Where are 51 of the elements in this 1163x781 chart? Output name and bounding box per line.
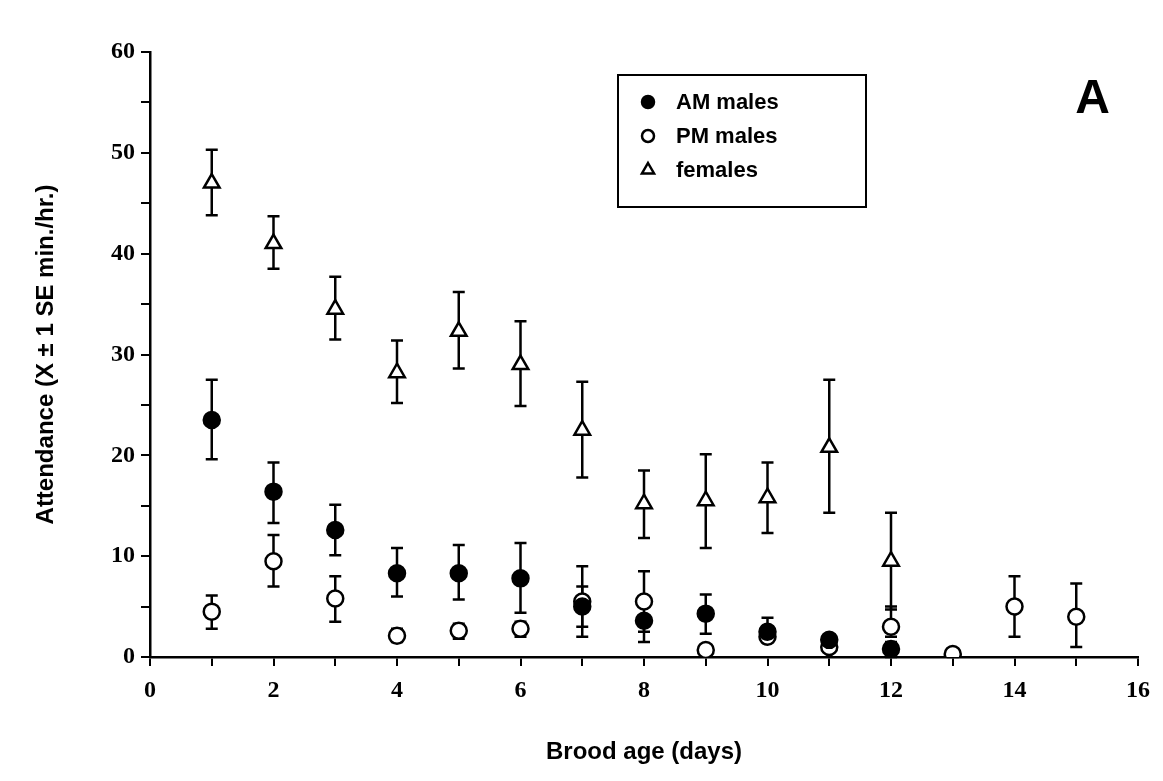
- x-tick-label: 8: [638, 675, 650, 702]
- point: [387, 564, 407, 583]
- point: [696, 490, 715, 507]
- point: [573, 419, 592, 436]
- point: [387, 362, 407, 379]
- point: [696, 604, 715, 623]
- x-tick-label: 14: [1002, 675, 1027, 702]
- x-tick-label: 4: [391, 675, 403, 702]
- legend-label: PM males: [676, 123, 778, 149]
- x-tick-label: 6: [514, 675, 527, 702]
- point: [881, 617, 901, 636]
- y-tick-label: 40: [111, 238, 135, 265]
- x-tick-label: 2: [267, 675, 280, 702]
- point: [696, 640, 715, 657]
- x-tick-label: 0: [144, 675, 156, 702]
- point: [511, 354, 530, 371]
- y-tick-label: 10: [111, 541, 135, 568]
- x-axis-title: Brood age (days): [545, 737, 743, 765]
- legend-label: AM males: [676, 89, 779, 115]
- point: [326, 520, 345, 540]
- x-tick-label: 16: [1126, 675, 1150, 702]
- point: [202, 172, 221, 189]
- y-tick-label: 50: [111, 138, 135, 165]
- point: [264, 233, 283, 250]
- point: [758, 622, 777, 642]
- point: [634, 493, 654, 510]
- legend-label: females: [676, 157, 758, 183]
- y-tick-label: 60: [111, 37, 135, 64]
- point: [264, 482, 283, 501]
- point: [511, 569, 530, 588]
- point: [449, 321, 468, 338]
- point: [326, 589, 345, 608]
- y-axis-title: Attendance (X ± 1 SE min./hr.): [31, 184, 59, 525]
- point: [202, 602, 221, 621]
- point: [264, 551, 283, 571]
- point: [758, 487, 777, 504]
- y-tick-label: 20: [111, 440, 135, 467]
- y-tick-label: 0: [123, 642, 135, 669]
- point: [449, 564, 468, 583]
- x-tick-label: 10: [755, 675, 780, 702]
- x-tick-label: 12: [879, 675, 903, 702]
- point: [820, 437, 839, 454]
- point: [573, 597, 592, 616]
- point: [634, 592, 654, 611]
- point: [634, 611, 654, 630]
- annotation: A: [1075, 70, 1110, 124]
- point: [326, 298, 345, 315]
- y-tick-label: 30: [111, 339, 135, 366]
- point: [202, 410, 221, 430]
- point: [1005, 597, 1024, 616]
- point: [1067, 607, 1086, 626]
